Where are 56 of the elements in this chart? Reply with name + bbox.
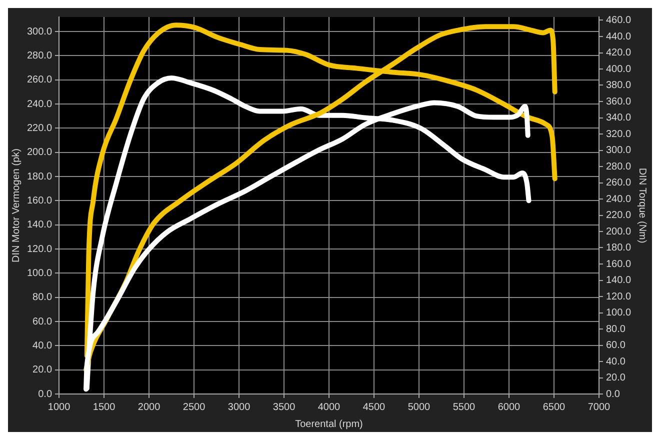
y2-tick-label: 100.0 <box>606 308 632 318</box>
y2-tick-label: 0.0 <box>606 388 620 400</box>
y2-axis-title: DIN Torque (Nm) <box>636 168 648 244</box>
x-tick-label: 2500 <box>182 402 206 413</box>
x-tick-label: 3500 <box>272 402 296 413</box>
y-tick-label: 180.0 <box>26 171 52 182</box>
x-tick-label: 5000 <box>408 402 431 413</box>
y2-tick-label: 220.0 <box>606 210 632 221</box>
y-tick-label: 0.0 <box>38 388 52 400</box>
y2-tick-label: 460.0 <box>606 15 632 26</box>
y2-tick-label: 80.0 <box>606 324 626 335</box>
y-tick-label: 100.0 <box>26 268 52 279</box>
y2-tick-label: 240.0 <box>606 194 632 205</box>
x-tick-label: 1000 <box>48 402 71 413</box>
x-tick-label: 4500 <box>362 402 386 413</box>
y2-tick-label: 420.0 <box>606 48 632 58</box>
y2-tick-label: 120.0 <box>606 291 632 302</box>
y-tick-label: 120.0 <box>26 244 52 255</box>
x-tick-label: 2000 <box>138 402 161 413</box>
x-axis-title: Toerental (rpm) <box>295 418 363 430</box>
y2-tick-label: 40.0 <box>606 356 626 368</box>
y-tick-label: 60.0 <box>32 316 52 328</box>
y2-tick-label: 60.0 <box>606 340 626 351</box>
y2-tick-label: 380.0 <box>606 80 632 91</box>
x-tick-label: 1500 <box>92 402 116 413</box>
x-tick-label: 7000 <box>588 402 611 413</box>
x-tick-label: 4000 <box>318 402 341 413</box>
x-tick-label: 6500 <box>542 402 566 413</box>
y-tick-label: 220.0 <box>26 122 52 134</box>
y-tick-label: 140.0 <box>26 220 52 231</box>
y2-tick-label: 280.0 <box>606 161 632 172</box>
y-tick-label: 80.0 <box>32 292 52 304</box>
y2-tick-label: 300.0 <box>606 145 632 156</box>
y2-tick-label: 320.0 <box>606 128 632 140</box>
y-tick-label: 300.0 <box>26 26 52 38</box>
y2-tick-label: 200.0 <box>606 226 632 238</box>
y2-tick-label: 180.0 <box>606 242 632 254</box>
y-tick-label: 40.0 <box>32 340 52 352</box>
y2-tick-label: 360.0 <box>606 96 632 108</box>
y2-tick-label: 20.0 <box>606 372 626 384</box>
x-tick-label: 6000 <box>498 402 521 413</box>
y2-tick-label: 340.0 <box>606 112 632 124</box>
x-tick-label: 5500 <box>452 402 476 413</box>
y-tick-label: 200.0 <box>26 147 52 158</box>
y2-tick-label: 440.0 <box>606 31 632 42</box>
y-axis-title: DIN Motor Vermogen (pk) <box>10 148 22 262</box>
y-tick-label: 20.0 <box>32 364 52 376</box>
y-tick-label: 160.0 <box>26 195 52 206</box>
y2-tick-label: 140.0 <box>606 275 632 286</box>
y2-tick-label: 260.0 <box>606 178 632 188</box>
y2-tick-label: 160.0 <box>606 258 632 270</box>
y2-tick-label: 400.0 <box>606 64 632 75</box>
x-tick-label: 3000 <box>228 402 251 413</box>
y-tick-label: 260.0 <box>26 74 52 86</box>
y-tick-label: 240.0 <box>26 98 52 110</box>
y-tick-label: 280.0 <box>26 50 52 62</box>
